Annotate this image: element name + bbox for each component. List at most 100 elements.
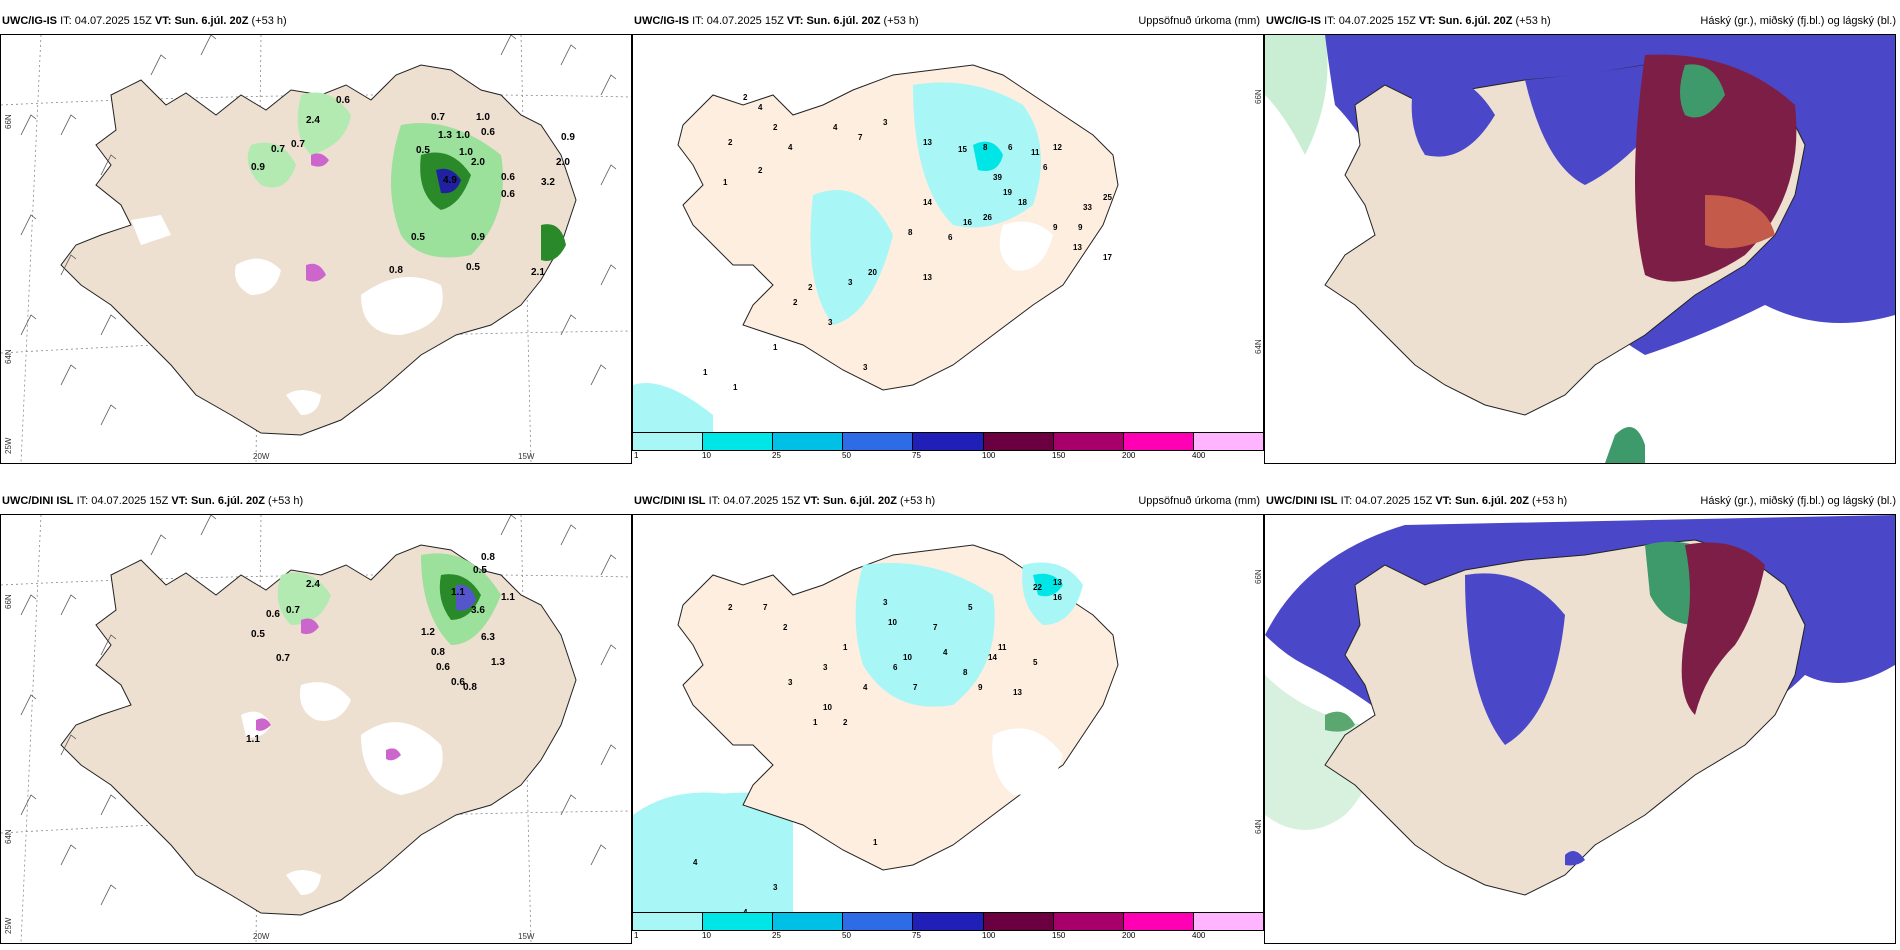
precip-label: 20 — [868, 268, 877, 277]
wind-label: 0.6 — [501, 189, 515, 200]
precip-label: 2 — [743, 93, 748, 102]
precip-label: 7 — [913, 683, 918, 692]
panel-title: UWC/IG-IS IT: 04.07.2025 15Z VT: Sun. 6.… — [2, 15, 287, 27]
lon-label: 25W — [4, 917, 13, 934]
precip-label: 2 — [728, 603, 733, 612]
panel-title: UWC/DINI ISL IT: 04.07.2025 15Z VT: Sun.… — [634, 495, 936, 507]
precip-label: 7 — [763, 603, 768, 612]
precip-label: 1 — [813, 718, 818, 727]
wind-label: 1.3 — [438, 130, 452, 141]
wind-label: 0.9 — [471, 232, 485, 243]
precip-label: 1 — [703, 368, 708, 377]
precip-label: 2 — [728, 138, 733, 147]
map-cloud-top[interactable] — [1264, 34, 1896, 464]
precip-label: 7 — [933, 623, 938, 632]
precip-label: 1 — [723, 178, 728, 187]
colorbar-swatch — [913, 913, 984, 930]
colorbar-bottom — [632, 912, 1264, 931]
wind-label: 4.9 — [443, 175, 457, 186]
precip-label: 3 — [823, 663, 828, 672]
colorbar-swatch — [773, 433, 844, 450]
colorbar-swatch — [1053, 433, 1124, 450]
lat-label: 66N — [4, 114, 13, 129]
precip-label: 8 — [983, 143, 988, 152]
lat-label: 66N — [4, 594, 13, 609]
precip-label: 11 — [1031, 148, 1040, 157]
wind-label: 2.0 — [471, 157, 485, 168]
wind-label: 2.4 — [306, 115, 320, 126]
precip-label: 13 — [923, 273, 932, 282]
precip-label: 14 — [923, 198, 932, 207]
colorbar-swatch — [1123, 433, 1194, 450]
precip-label: 14 — [988, 653, 997, 662]
wind-label: 3.2 — [541, 177, 555, 188]
precip-label: 2 — [793, 298, 798, 307]
precip-label: 1 — [733, 383, 738, 392]
precip-label: 6 — [1008, 143, 1013, 152]
wind-label: 0.7 — [286, 605, 300, 616]
map-precip-top[interactable]: 2 4 2 2 4 2 1 4 7 3 13 15 8 6 11 12 39 6… — [632, 34, 1264, 446]
colorbar-swatch — [1193, 433, 1263, 450]
wind-label: 0.5 — [466, 262, 480, 273]
wind-label: 3.6 — [471, 605, 485, 616]
precip-label: 2 — [758, 166, 763, 175]
precip-label: 3 — [773, 883, 778, 892]
map-cloud-bottom[interactable] — [1264, 514, 1896, 944]
wind-label: 0.5 — [411, 232, 425, 243]
map-wind-top[interactable]: 0.6 0.7 2.4 0.7 0.9 0.7 1.0 1.0 0.6 0.9 … — [0, 34, 632, 464]
wind-label: 1.3 — [491, 657, 505, 668]
precip-label: 17 — [1103, 253, 1112, 262]
colorbar-labels-top: 1 10 25 50 75 100 150 200 400 — [634, 451, 1206, 460]
wind-label: 0.6 — [436, 662, 450, 673]
wind-label: 1.0 — [456, 130, 470, 141]
precip-label: 4 — [693, 858, 698, 867]
panel-bottom-precip: UWC/DINI ISL IT: 04.07.2025 15Z VT: Sun.… — [632, 494, 1264, 944]
precip-label: 5 — [1033, 658, 1038, 667]
wind-label: 6.3 — [481, 632, 495, 643]
lat-label: 64N — [4, 829, 13, 844]
wind-label: 1.1 — [501, 592, 515, 603]
precip-label: 10 — [888, 618, 897, 627]
colorbar-swatch — [633, 433, 704, 450]
precip-label: 33 — [1083, 203, 1092, 212]
wind-label: 0.7 — [431, 112, 445, 123]
precip-label: 3 — [788, 678, 793, 687]
colorbar-swatch — [1123, 913, 1194, 930]
wind-label: 1.1 — [451, 587, 465, 598]
precip-label: 8 — [908, 228, 913, 237]
wind-label: 0.8 — [431, 647, 445, 658]
precip-label: 19 — [1003, 188, 1012, 197]
wind-label: 0.7 — [271, 144, 285, 155]
wind-label: 0.9 — [251, 162, 265, 173]
precip-label: 13 — [1053, 578, 1062, 587]
panel-title: UWC/DINI ISL IT: 04.07.2025 15Z VT: Sun.… — [2, 495, 304, 507]
panel-top-wind: UWC/IG-IS IT: 04.07.2025 15Z VT: Sun. 6.… — [0, 14, 632, 464]
precip-label: 9 — [978, 683, 983, 692]
map-precip-bottom[interactable]: 2 7 2 1 3 10 5 22 13 16 7 11 14 10 4 8 1… — [632, 514, 1264, 926]
panel-title: UWC/IG-IS IT: 04.07.2025 15Z VT: Sun. 6.… — [634, 15, 919, 27]
lat-label: 64N — [1254, 339, 1263, 354]
precip-label: 3 — [883, 118, 888, 127]
colorbar-swatch — [703, 433, 774, 450]
colorbar-swatch — [703, 913, 774, 930]
wind-label: 0.8 — [481, 552, 495, 563]
precip-label: 26 — [983, 213, 992, 222]
precip-label: 6 — [1043, 163, 1048, 172]
precip-label: 10 — [903, 653, 912, 662]
precip-label: 8 — [963, 668, 968, 677]
precip-label: 25 — [1103, 193, 1112, 202]
precip-label: 16 — [963, 218, 972, 227]
lon-label: 20W — [253, 932, 270, 941]
map-wind-bottom[interactable]: 0.8 0.5 2.4 0.6 0.7 0.5 0.7 1.1 1.2 3.6 … — [0, 514, 632, 944]
precip-label: 11 — [998, 643, 1007, 652]
precip-label: 4 — [943, 648, 948, 657]
wind-label: 2.0 — [556, 157, 570, 168]
precip-label: 22 — [1033, 583, 1042, 592]
lat-label: 66N — [1254, 89, 1263, 104]
colorbar-swatch — [913, 433, 984, 450]
wind-label: 0.6 — [266, 609, 280, 620]
panel-title: UWC/IG-IS IT: 04.07.2025 15Z VT: Sun. 6.… — [1266, 15, 1551, 27]
lon-label: 15W — [518, 932, 535, 941]
lat-label: 66N — [1254, 569, 1263, 584]
wind-label: 1.1 — [246, 734, 260, 745]
